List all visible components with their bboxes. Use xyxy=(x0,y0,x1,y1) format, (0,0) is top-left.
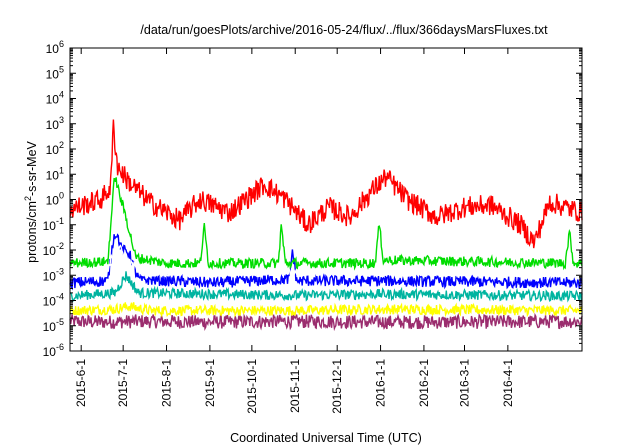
y-tick-exponent: -1 xyxy=(56,216,64,226)
y-tick-label: 103 xyxy=(46,115,64,132)
y-tick-label: 10-6 xyxy=(43,342,64,359)
series-line-1 xyxy=(69,302,583,318)
x-tick-label: 2016-1-1 xyxy=(374,359,388,407)
x-tick-label: 2016-3-1 xyxy=(457,359,471,407)
y-tick-exponent: 3 xyxy=(59,115,64,125)
y-tick-exponent: -3 xyxy=(56,266,64,276)
x-tick-label: 2015-12-1 xyxy=(330,359,344,414)
y-tick-exponent: 5 xyxy=(59,64,64,74)
y-axis-label-sup: 2 xyxy=(23,196,33,201)
y-tick-label: 10-4 xyxy=(43,292,64,309)
y-tick-base: 10 xyxy=(43,345,57,359)
y-tick-label: 105 xyxy=(46,64,64,81)
series-line-3 xyxy=(69,233,583,291)
y-tick-base: 10 xyxy=(43,244,57,258)
y-tick-exponent: 6 xyxy=(59,39,64,49)
y-tick-label: 104 xyxy=(46,90,64,107)
y-axis-label-pre: protons/cm xyxy=(25,201,39,263)
y-tick-base: 10 xyxy=(46,67,60,81)
x-axis-label: Coordinated Universal Time (UTC) xyxy=(230,431,422,445)
y-tick-exponent: 1 xyxy=(59,165,64,175)
y-axis-label: protons/cm2-s-sr-MeV xyxy=(23,140,39,262)
y-tick-label: 106 xyxy=(46,39,64,56)
y-tick-exponent: -4 xyxy=(56,292,64,302)
x-tick-label: 2016-4-1 xyxy=(501,359,515,407)
y-tick-label: 10-3 xyxy=(43,266,64,283)
series-line-4 xyxy=(69,242,583,280)
y-tick-label: 10-2 xyxy=(43,241,64,258)
y-tick-label: 102 xyxy=(46,140,64,157)
x-tick-label: 2015-9-1 xyxy=(203,359,217,407)
y-tick-base: 10 xyxy=(43,219,57,233)
y-tick-label: 10-5 xyxy=(43,317,64,334)
y-tick-label: 101 xyxy=(46,165,64,182)
x-axis: 2015-6-1 2015-7-1 2015-8-1 2015-9-1 2015-10-… xyxy=(74,48,515,414)
y-tick-base: 10 xyxy=(46,168,60,182)
y-tick-base: 10 xyxy=(43,295,57,309)
y-tick-exponent: 0 xyxy=(59,191,64,201)
x-tick-label: 2015-6-1 xyxy=(74,359,88,407)
y-tick-base: 10 xyxy=(46,118,60,132)
chart-title: /data/run/goesPlots/archive/2016-05-24/f… xyxy=(140,23,548,37)
series-layer xyxy=(69,119,583,332)
y-tick-base: 10 xyxy=(46,42,60,56)
y-tick-label: 10-1 xyxy=(43,216,64,233)
y-tick-exponent: 4 xyxy=(59,90,64,100)
y-tick-exponent: -6 xyxy=(56,342,64,352)
x-tick-label: 2015-8-1 xyxy=(160,359,174,407)
series-line-5 xyxy=(69,177,583,271)
y-axis-label-post: -s-sr-MeV xyxy=(25,140,39,196)
y-tick-exponent: -5 xyxy=(56,317,64,327)
y-tick-base: 10 xyxy=(43,320,57,334)
x-tick-label: 2015-7-1 xyxy=(116,359,130,407)
y-tick-exponent: 2 xyxy=(59,140,64,150)
x-tick-label: 2015-10-1 xyxy=(245,359,259,414)
y-tick-base: 10 xyxy=(46,194,60,208)
y-tick-base: 10 xyxy=(43,269,57,283)
x-tick-label: 2016-2-1 xyxy=(417,359,431,407)
y-tick-label: 100 xyxy=(46,191,64,208)
series-line-0 xyxy=(69,312,583,332)
y-tick-base: 10 xyxy=(46,93,60,107)
series-line-2 xyxy=(69,271,583,303)
y-tick-base: 10 xyxy=(46,143,60,157)
y-tick-exponent: -2 xyxy=(56,241,64,251)
y-axis: 10-610-510-410-310-210-11001011021031041… xyxy=(43,39,582,359)
x-tick-label: 2015-11-1 xyxy=(288,359,302,413)
series-line-6 xyxy=(69,119,583,249)
